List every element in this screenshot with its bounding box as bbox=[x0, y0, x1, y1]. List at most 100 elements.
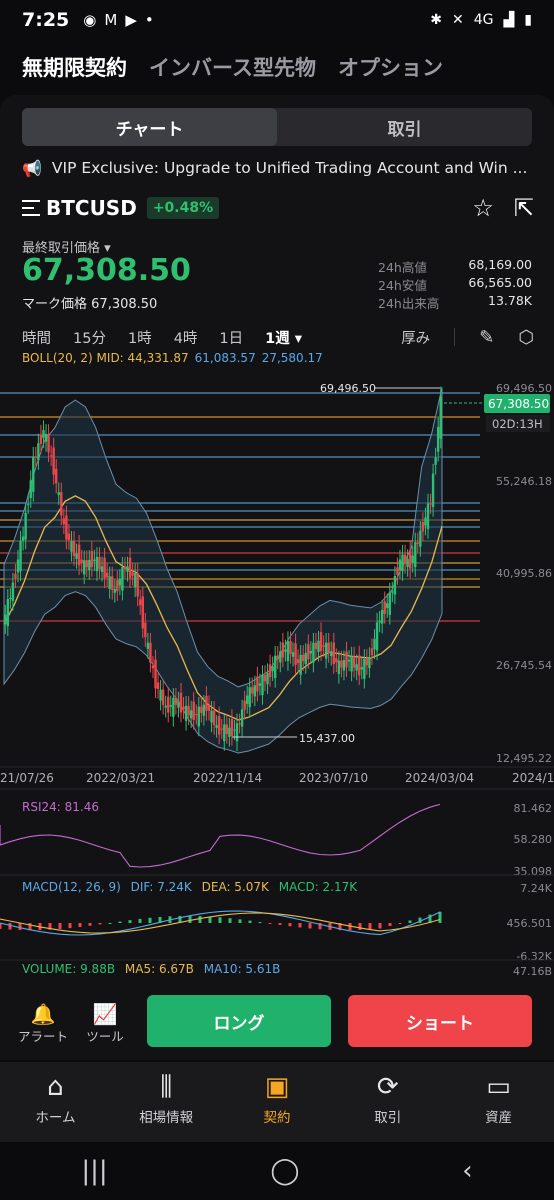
candle-body bbox=[80, 559, 83, 563]
candle-body bbox=[75, 553, 78, 559]
pencil-icon[interactable]: ✎ bbox=[479, 326, 495, 348]
candle-body bbox=[248, 687, 251, 708]
long-button[interactable]: ロング bbox=[147, 995, 331, 1047]
candle-body bbox=[60, 492, 63, 516]
candle-body bbox=[258, 683, 262, 686]
macd-bar bbox=[378, 923, 382, 929]
short-button[interactable]: ショート bbox=[348, 995, 532, 1047]
macd-bar bbox=[78, 923, 82, 928]
tools-icon: 📈 bbox=[92, 1002, 118, 1026]
macd-bar bbox=[148, 917, 152, 923]
depth-button[interactable]: 厚み bbox=[401, 330, 431, 347]
nav-home[interactable]: ⌂ ホーム bbox=[35, 1072, 76, 1126]
candle-body bbox=[103, 557, 106, 579]
candle-body bbox=[220, 728, 223, 730]
candle-body bbox=[335, 658, 338, 663]
network-label: 4G bbox=[473, 12, 494, 28]
menu-icon[interactable] bbox=[22, 200, 40, 216]
candle-body bbox=[113, 588, 116, 593]
tf-time[interactable]: 時間 bbox=[22, 330, 51, 347]
candle-body bbox=[177, 701, 180, 708]
nav-assets[interactable]: ▭ 資産 bbox=[485, 1072, 513, 1126]
candle-body bbox=[77, 544, 81, 566]
macd-bar bbox=[418, 917, 422, 923]
share-icon[interactable]: ⇱ bbox=[513, 194, 534, 222]
price-tick: 26,745.54 bbox=[496, 659, 552, 672]
tab-perpetual[interactable]: 無期限契約 bbox=[22, 56, 127, 80]
candle-body bbox=[281, 642, 285, 658]
star-icon[interactable]: ☆ bbox=[472, 194, 494, 222]
macd-bar bbox=[108, 922, 112, 924]
system-icons: ✱ ✕ 4G ▟ ▮ bbox=[430, 12, 532, 28]
candle-body bbox=[187, 705, 190, 716]
candle-body bbox=[434, 457, 437, 465]
candle-body bbox=[360, 667, 363, 670]
tf-1d[interactable]: 1日 bbox=[219, 330, 244, 347]
candle-body bbox=[29, 480, 32, 499]
action-bar: 🔔 アラート 📈 ツール ロング ショート bbox=[0, 990, 554, 1054]
tab-inverse-futures[interactable]: インバース型先物 bbox=[149, 56, 316, 80]
candle-body bbox=[266, 673, 269, 685]
candle-body bbox=[439, 396, 442, 439]
candle-body bbox=[32, 456, 35, 492]
candle-body bbox=[159, 689, 162, 701]
candle-body bbox=[121, 566, 124, 591]
candle-body bbox=[83, 560, 86, 575]
macd-tick: 7.24K bbox=[520, 882, 552, 895]
price-tick: 55,246.18 bbox=[496, 475, 552, 488]
segment-chart[interactable]: チャート bbox=[22, 108, 277, 146]
candle-body bbox=[179, 692, 183, 713]
candle-body bbox=[19, 540, 22, 572]
candle-body bbox=[26, 503, 30, 505]
candle-body bbox=[55, 468, 58, 484]
last-price-label[interactable]: 最終取引価格 ▾ bbox=[22, 241, 111, 256]
price-chart[interactable]: 69,496.50 15,437.00 67,308.50 02D:13H 69… bbox=[0, 375, 554, 990]
recents-icon[interactable]: ||| bbox=[81, 1156, 108, 1186]
rsi-line bbox=[0, 803, 441, 868]
candle-body bbox=[100, 566, 104, 572]
tools-button[interactable]: 📈 ツール bbox=[80, 1002, 130, 1045]
candle-body bbox=[4, 614, 7, 625]
candle-body bbox=[116, 580, 119, 592]
macd-bar bbox=[88, 923, 92, 926]
promo-banner[interactable]: 📢 VIP Exclusive: Upgrade to Unified Trad… bbox=[22, 155, 542, 181]
tf-1h[interactable]: 1時 bbox=[127, 330, 152, 347]
candle-body bbox=[251, 687, 254, 694]
candle-body bbox=[398, 559, 402, 570]
nav-trade[interactable]: ⟳ 取引 bbox=[374, 1072, 402, 1126]
nav-markets[interactable]: ⫼ 相場情報 bbox=[139, 1072, 194, 1126]
candle-body bbox=[44, 433, 48, 442]
home-circle-icon[interactable]: ◯ bbox=[270, 1156, 300, 1186]
trade-icon: ⟳ bbox=[376, 1072, 399, 1102]
alert-button[interactable]: 🔔 アラート bbox=[18, 1002, 69, 1044]
tab-options[interactable]: オプション bbox=[337, 56, 443, 80]
macd-bar bbox=[118, 921, 122, 923]
candle-body bbox=[39, 434, 43, 444]
symbol-name[interactable]: BTCUSD bbox=[46, 196, 137, 220]
view-segment: チャート 取引 bbox=[22, 108, 532, 146]
candle-body bbox=[429, 503, 432, 505]
tf-1w[interactable]: 1週 ▾ bbox=[265, 330, 303, 347]
candle-body bbox=[70, 540, 73, 552]
dea-line bbox=[0, 912, 441, 934]
candle-body bbox=[16, 559, 20, 573]
stat-high: 24h高値 68,169.00 bbox=[378, 257, 532, 275]
candle-body bbox=[215, 724, 218, 728]
nav-contracts[interactable]: ▣ 契約 bbox=[263, 1072, 291, 1126]
candle-body bbox=[207, 705, 211, 711]
candle-body bbox=[57, 492, 60, 496]
symbol-row: BTCUSD +0.48% ☆ ⇱ bbox=[22, 193, 534, 223]
candle-body bbox=[223, 724, 226, 742]
segment-trade[interactable]: 取引 bbox=[387, 119, 422, 140]
gmail-icon: M bbox=[104, 11, 118, 29]
tf-4h[interactable]: 4時 bbox=[173, 330, 198, 347]
settings-icon[interactable]: ⬡ bbox=[518, 326, 534, 348]
back-icon[interactable]: ‹ bbox=[462, 1156, 473, 1186]
macd-bar bbox=[438, 911, 442, 923]
rsi-tick: 58.280 bbox=[514, 833, 553, 846]
macd-bar bbox=[128, 920, 132, 923]
candle-body bbox=[286, 641, 290, 661]
candle-body bbox=[14, 573, 17, 579]
macd-bar bbox=[298, 923, 302, 928]
tf-15m[interactable]: 15分 bbox=[73, 330, 106, 347]
